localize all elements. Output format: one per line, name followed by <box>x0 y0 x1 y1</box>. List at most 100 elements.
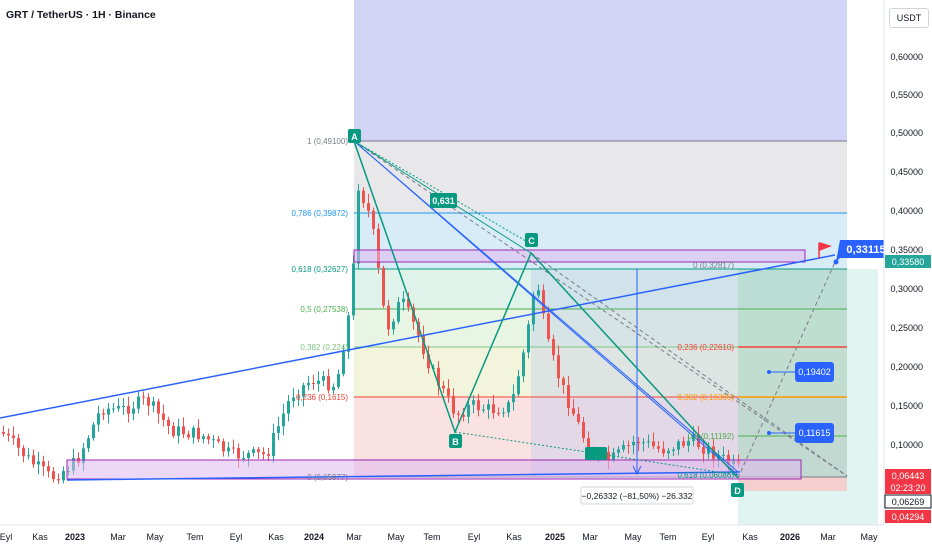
target-main[interactable]: 0,33115 <box>833 240 888 265</box>
demand-box[interactable] <box>66 459 802 480</box>
time-tick-label: Mar <box>110 532 126 542</box>
candle-body <box>282 413 285 427</box>
candle-body <box>557 355 560 379</box>
candle-body <box>327 376 330 391</box>
candle-body <box>617 449 620 453</box>
candle-body <box>442 385 445 389</box>
candle-body <box>217 439 220 442</box>
target-3[interactable]: 0,11615 <box>767 423 834 443</box>
price-tick-label: 0,40000 <box>890 206 923 216</box>
badge-04294-text: 0,04294 <box>892 512 925 522</box>
candle-body <box>567 385 570 409</box>
fib-label-618: 0,618 (0,32627) <box>292 265 349 274</box>
candle-body <box>702 447 705 454</box>
candle-body <box>227 447 230 452</box>
candle-body <box>97 413 100 425</box>
candle-body <box>397 302 400 322</box>
candle-body <box>562 378 565 386</box>
candle-body <box>92 424 95 439</box>
candle-body <box>312 383 315 385</box>
candle-body <box>137 396 140 409</box>
candlesticks <box>2 183 740 485</box>
candle-body <box>52 471 55 480</box>
candle-body <box>267 454 270 456</box>
fib-right-618: 0,618 (0,06086) <box>678 471 735 480</box>
candle-body <box>447 388 450 396</box>
candle-body <box>437 367 440 386</box>
symbol-title[interactable]: GRT / TetherUS · 1H · Binance <box>6 9 156 21</box>
harmonic-pattern[interactable] <box>353 140 739 479</box>
time-tick-label: 2026 <box>780 532 800 542</box>
measure-label[interactable]: −0,26332 (−81,50%) −26.332 <box>580 486 694 505</box>
badge-06443-text: 0,06443 <box>892 471 925 481</box>
candle-body <box>392 321 395 330</box>
candle-body <box>162 413 165 420</box>
candle-body <box>117 406 120 409</box>
point-d[interactable]: D <box>731 483 744 497</box>
time-axis[interactable]: Eyl Kas 2023 Mar May Tem Eyl Kas 2024 Mar May Tem Ey… <box>0 524 932 550</box>
candle-body <box>402 298 405 303</box>
candle-body <box>357 190 360 264</box>
candle-body <box>462 414 465 417</box>
point-c[interactable]: C <box>525 233 538 247</box>
point-a[interactable]: A <box>348 129 361 143</box>
currency-selector[interactable]: USDT <box>889 8 929 28</box>
candle-body <box>172 425 175 436</box>
point-b[interactable]: B <box>449 434 462 448</box>
time-tick-label: Eyl <box>0 532 12 542</box>
price-tick-label: 0,50000 <box>890 128 923 138</box>
candle-body <box>487 404 490 410</box>
candle-body <box>12 435 15 439</box>
candle-body <box>577 413 580 423</box>
price-axis[interactable]: 0,60000 0,55000 0,50000 0,45000 0,40000 0,350… <box>883 0 932 550</box>
time-tick-label: Kas <box>32 532 48 542</box>
candle-body <box>302 385 305 397</box>
price-badge-06269: 0,06269 <box>884 494 932 509</box>
candle-body <box>532 295 535 325</box>
candle-body <box>182 426 185 435</box>
badge-33580-text: 0,33580 <box>892 257 925 267</box>
time-tick-label: Mar <box>582 532 598 542</box>
candle-body <box>682 441 685 446</box>
measure-text: −0,26332 (−81,50%) −26.332 <box>582 491 693 501</box>
price-tick-label: 0,60000 <box>890 52 923 62</box>
candle-body <box>352 263 355 316</box>
candle-body <box>17 438 20 448</box>
candle-body <box>32 455 35 465</box>
time-tick-label: Tem <box>186 532 203 542</box>
time-tick-label: Mar <box>346 532 362 542</box>
supply-box[interactable] <box>353 249 806 263</box>
candle-body <box>112 408 115 410</box>
target-2[interactable]: 0,19402 <box>767 362 834 382</box>
candle-body <box>472 400 475 405</box>
candle-body <box>382 267 385 306</box>
target-flag[interactable] <box>818 242 832 258</box>
candle-body <box>652 441 655 447</box>
candle-body <box>332 386 335 391</box>
candle-body <box>627 444 630 446</box>
candle-body <box>87 438 90 449</box>
point-c-label: C <box>528 236 535 246</box>
candle-body <box>127 405 130 414</box>
candle-body <box>27 455 30 457</box>
candle-body <box>47 466 50 472</box>
fib-label-5: 0,5 (0,27538) <box>300 305 348 314</box>
ratio-badge-small[interactable] <box>585 447 607 460</box>
candle-body <box>672 449 675 451</box>
candle-body <box>367 203 370 211</box>
time-tick-label: 2025 <box>545 532 565 542</box>
candle-body <box>7 433 10 436</box>
candle-body <box>202 436 205 440</box>
candle-body <box>262 452 265 455</box>
candle-body <box>337 374 340 387</box>
price-tick-label: 0,25000 <box>890 323 923 333</box>
candle-body <box>177 426 180 436</box>
candle-body <box>582 422 585 439</box>
fib-label-786: 0,786 (0,39872) <box>292 209 349 218</box>
candle-body <box>522 352 525 377</box>
candle-body <box>247 453 250 459</box>
ratio-badge[interactable]: 0,631 <box>430 193 457 208</box>
candle-body <box>677 441 680 450</box>
price-badge-countdown: 02:23:20 <box>885 482 931 494</box>
